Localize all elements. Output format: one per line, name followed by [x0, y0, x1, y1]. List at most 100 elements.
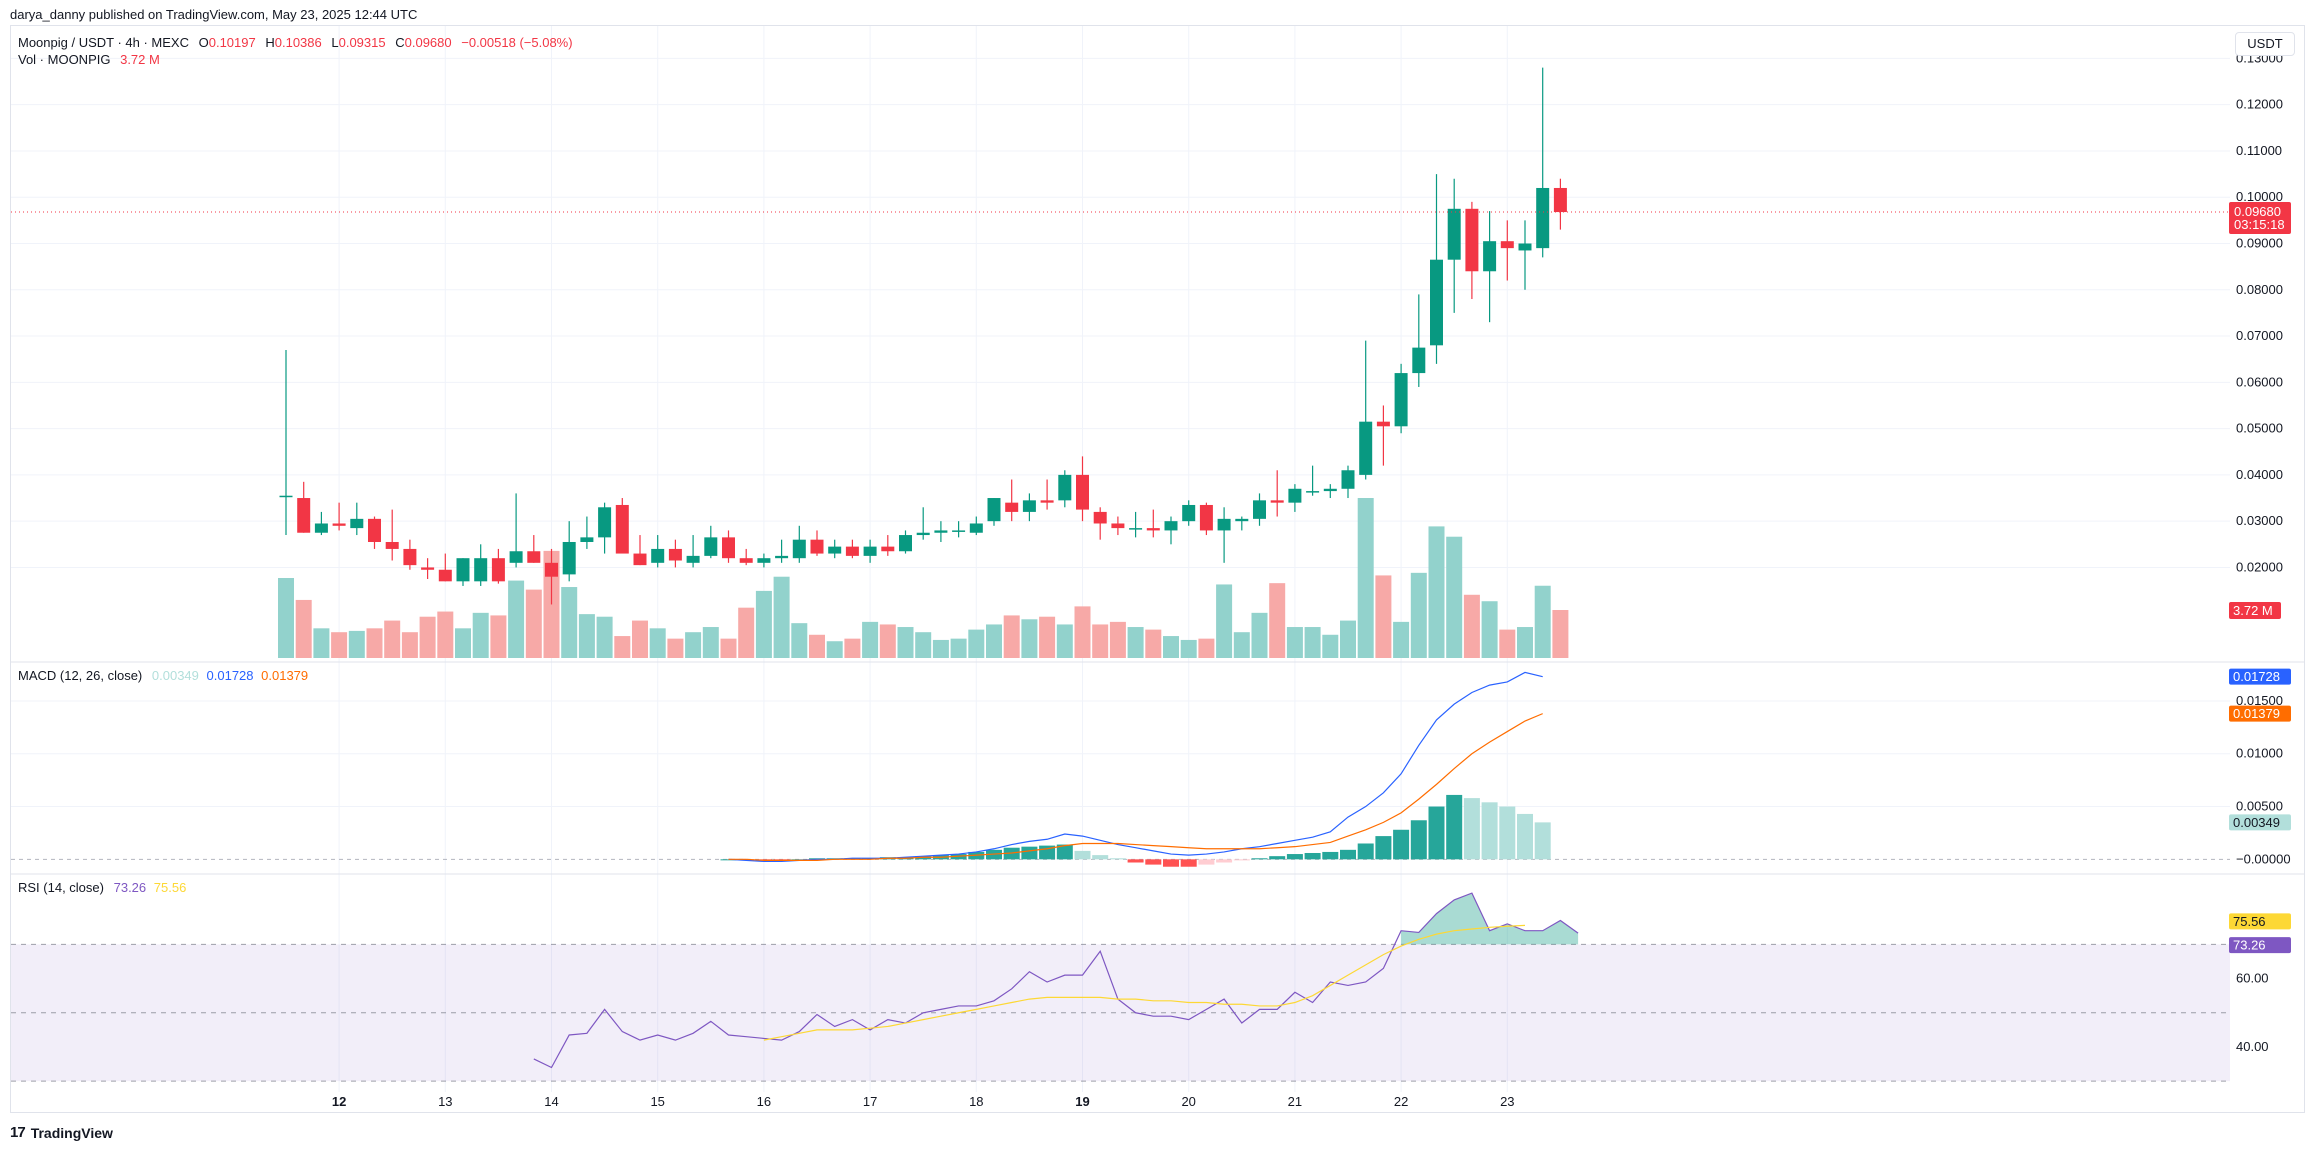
volume-bar: [596, 616, 613, 658]
candle-up: [651, 548, 665, 563]
candle-down: [845, 546, 859, 556]
macd-histogram-bar: [1056, 844, 1073, 860]
price-tick-label: 0.06000: [2236, 374, 2283, 389]
rsi-ma-line: [763, 924, 1526, 1041]
rsi-overbought-fill: [1401, 893, 1579, 945]
volume-bar: [1428, 526, 1445, 658]
candle-down: [739, 558, 753, 563]
volume-bar: [950, 638, 967, 658]
macd-title[interactable]: MACD (12, 26, close): [18, 668, 143, 683]
candlesticks: [11, 67, 2230, 605]
rsi-title[interactable]: RSI (14, close): [18, 880, 104, 895]
candle-up: [279, 495, 293, 498]
candle-up: [987, 498, 1001, 522]
price-tick-label: 0.04000: [2236, 467, 2283, 482]
rsi-tick-label: 40.00: [2236, 1039, 2269, 1054]
macd-histogram-bar: [1481, 802, 1498, 860]
candle-down: [421, 567, 435, 570]
candle-up: [1412, 347, 1426, 374]
tradingview-logo[interactable]: 17 TradingView: [10, 1124, 113, 1141]
volume-tag: 3.72 M: [2233, 603, 2273, 618]
volume-bar: [1481, 601, 1498, 658]
volume-bar: [508, 580, 525, 658]
macd-histogram-bar: [1127, 859, 1144, 863]
price-tick-label: 0.08000: [2236, 282, 2283, 297]
candle-up: [509, 551, 523, 563]
candle-down: [1093, 511, 1107, 524]
candle-up: [1430, 259, 1443, 346]
candle-down: [1199, 504, 1213, 531]
candle-up: [916, 532, 930, 536]
candle-up: [1288, 488, 1302, 503]
candle-up: [863, 546, 877, 556]
volume-bar: [667, 638, 684, 658]
volume-bar: [755, 590, 772, 658]
candle-up: [580, 537, 594, 542]
candle-up: [934, 530, 948, 533]
symbol-title[interactable]: Moonpig / USDT · 4h · MEXC: [18, 35, 189, 50]
candle-down: [1500, 241, 1514, 249]
volume-bar: [401, 632, 418, 658]
volume-bar: [720, 638, 737, 658]
rsi-ma-tag-bg: [2229, 913, 2291, 930]
currency-selector[interactable]: USDT: [2235, 32, 2295, 56]
macd-signal-tag-bg: [2229, 705, 2291, 722]
candle-down: [527, 551, 541, 563]
candle-up: [598, 507, 612, 538]
volume-bar: [986, 624, 1002, 658]
price-tick-label: 0.02000: [2236, 559, 2283, 574]
legend-main: Moonpig / USDT · 4h · MEXC O0.10197 H0.1…: [18, 35, 573, 50]
tradingview-logo-icon: 17: [10, 1124, 26, 1141]
candle-down: [633, 553, 647, 566]
candle-down: [1553, 187, 1567, 213]
macd-histogram-bar: [1322, 851, 1339, 860]
price-tick-label: 0.12000: [2236, 97, 2283, 112]
volume-title[interactable]: Vol · MOONPIG: [18, 52, 111, 67]
candle-up: [1164, 521, 1178, 531]
price-tick-label: 0.05000: [2236, 421, 2283, 436]
volume-bar: [738, 607, 755, 658]
candle-up: [1253, 500, 1266, 519]
macd-histogram-bar: [1074, 850, 1091, 860]
volume-bar: [1552, 610, 1569, 658]
last-price-tag: 0.09680: [2234, 204, 2281, 219]
volume-bar: [1074, 606, 1091, 658]
last-price-tag-bg: [2229, 202, 2291, 235]
candle-up: [474, 558, 488, 582]
candle-up: [969, 523, 983, 533]
volume-bar: [1233, 632, 1250, 658]
candle-down: [297, 498, 311, 533]
candle-down: [810, 539, 824, 554]
volume-bars: [278, 498, 1569, 658]
volume-bar: [1180, 639, 1197, 658]
volume-bar: [1463, 594, 1480, 658]
candle-up: [1359, 421, 1373, 475]
candle-up: [1536, 187, 1550, 249]
time-axis-label: 18: [969, 1094, 983, 1109]
candle-up: [792, 539, 806, 559]
volume-bar: [614, 636, 631, 658]
time-axis-label: 15: [650, 1094, 664, 1109]
macd-pane: [720, 671, 1551, 867]
candle-down: [668, 548, 682, 561]
volume-bar: [702, 627, 719, 658]
volume-bar: [1198, 638, 1215, 658]
candle-up: [1129, 528, 1143, 530]
macd-tick-label: 0.00500: [2236, 799, 2283, 814]
candle-down: [1005, 502, 1019, 512]
macd-histogram-bar: [1463, 798, 1480, 860]
volume-bar: [1003, 615, 1020, 658]
volume-bar: [1357, 498, 1374, 658]
macd-histogram-bar: [1233, 859, 1250, 861]
candle-up: [775, 555, 789, 559]
candle-up: [350, 518, 364, 529]
price-tick-label: 0.07000: [2236, 328, 2283, 343]
volume-bar: [649, 628, 666, 658]
macd-histogram-bar: [1109, 858, 1126, 860]
macd-signal-tag: 0.01379: [2233, 706, 2280, 721]
volume-bar: [809, 634, 825, 658]
macd-histogram-bar: [1499, 806, 1516, 860]
volume-value: 3.72 M: [120, 52, 160, 67]
